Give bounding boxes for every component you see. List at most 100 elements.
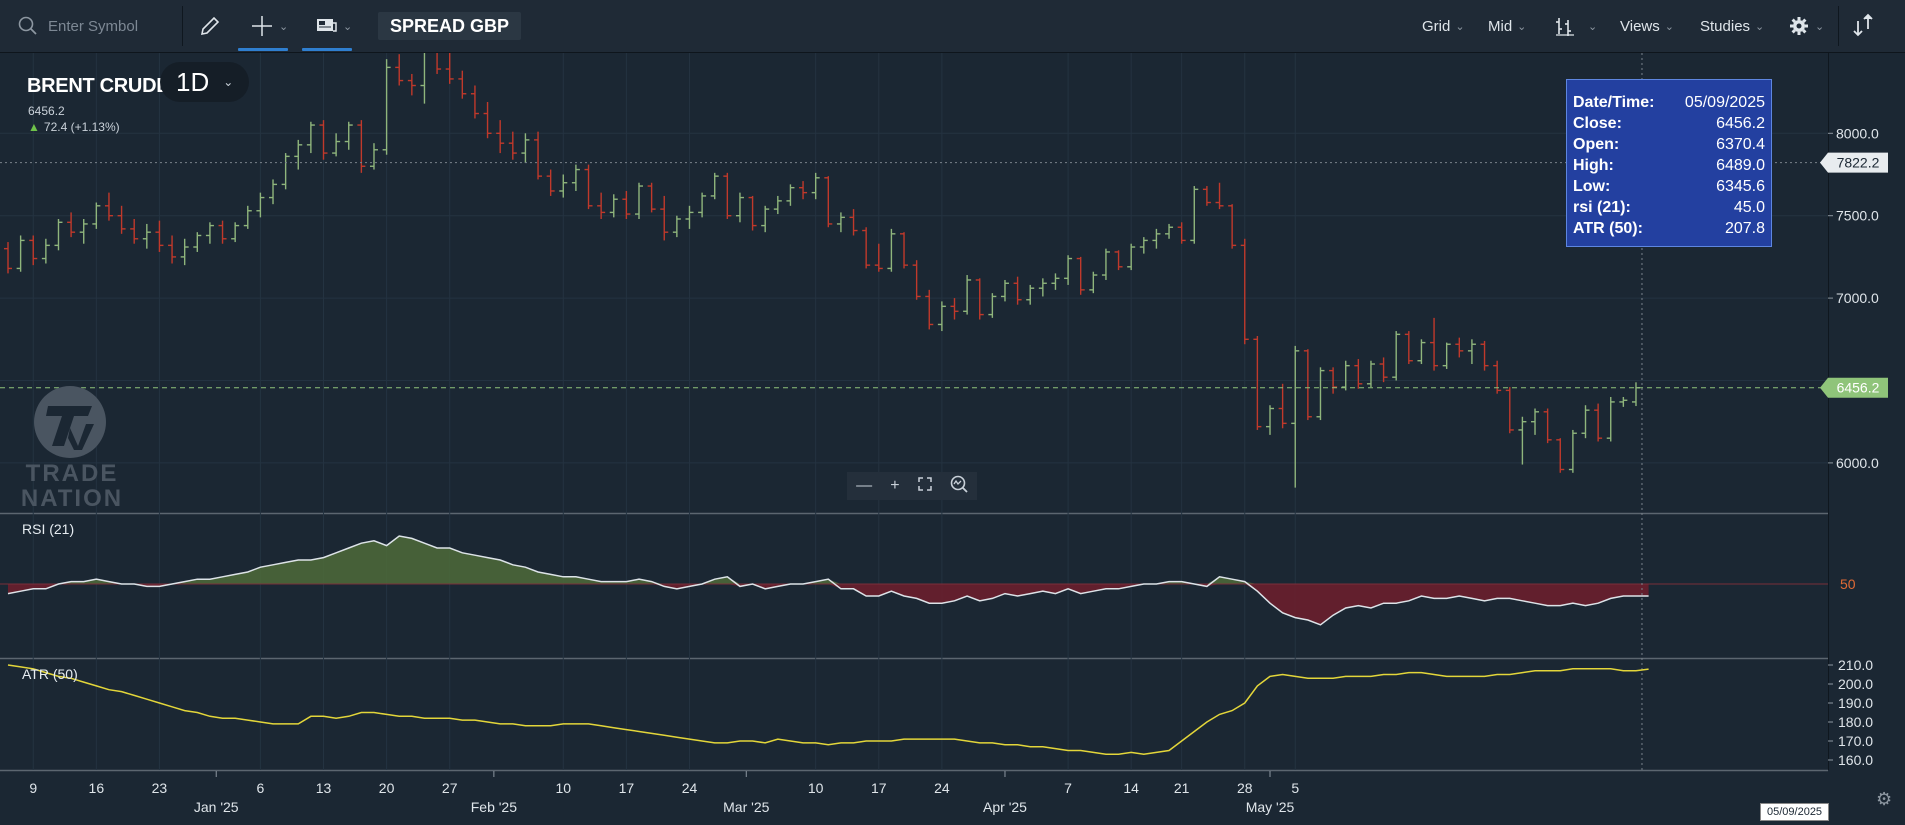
ohlc-bar xyxy=(281,153,290,190)
ohlc-bar xyxy=(710,172,719,200)
ohlc-bar xyxy=(1253,336,1262,430)
price-mode-menu[interactable]: Mid ⌄ xyxy=(1488,0,1526,52)
hover-price-tag-text: 7822.2 xyxy=(1837,155,1880,171)
atr-tick-label: 210.0 xyxy=(1838,657,1873,673)
spread-currency-badge[interactable]: SPREAD GBP xyxy=(378,12,522,40)
ohlc-bar xyxy=(180,238,189,266)
ohlc-bar xyxy=(635,182,643,219)
last-price: 6456.2 xyxy=(28,104,65,118)
views-menu[interactable]: Views ⌄ xyxy=(1620,0,1674,52)
ohlc-bar xyxy=(1114,250,1123,271)
zoom-out-button[interactable]: — xyxy=(856,477,873,494)
info-key: High: xyxy=(1573,157,1614,174)
ohlc-bar xyxy=(67,212,76,238)
chevron-down-icon: ⌄ xyxy=(1588,20,1598,33)
ohlc-bar xyxy=(1430,317,1439,371)
views-menu-label: Views xyxy=(1620,17,1660,35)
ohlc-bar xyxy=(117,205,126,234)
ohlc-bar xyxy=(1354,359,1363,389)
chevron-down-icon: ⌄ xyxy=(1815,20,1825,33)
ohlc-bar xyxy=(521,133,530,163)
ohlc-bar xyxy=(1266,405,1274,435)
chevron-down-icon: ⌄ xyxy=(1455,20,1465,33)
bar-chart-type-icon xyxy=(1556,18,1574,36)
search-icon xyxy=(18,16,37,35)
ohlc-bar xyxy=(1000,279,1009,302)
ohlc-bar xyxy=(1076,256,1085,295)
chevron-down-icon: ⌄ xyxy=(1517,20,1527,33)
price-change: ▲ 72.4 (+1.13%) xyxy=(28,120,120,134)
ohlc-bar xyxy=(458,70,467,99)
info-key: Close: xyxy=(1573,115,1622,132)
info-row: Close: 6456.2 xyxy=(1573,113,1765,134)
zoom-in-button[interactable]: + xyxy=(890,477,900,494)
ohlc-bar xyxy=(470,85,479,119)
magnify-chart-icon xyxy=(950,475,968,493)
atr-tick-label: 170.0 xyxy=(1838,733,1873,749)
logo-text-line2: NATION xyxy=(21,485,123,510)
x-day-label: 5 xyxy=(1291,780,1299,796)
auto-scale-button[interactable] xyxy=(950,475,968,498)
ohlc-bar xyxy=(369,143,378,170)
price-tick-label: 7500.0 xyxy=(1836,208,1879,224)
chevron-down-icon: ⌄ xyxy=(343,20,353,33)
x-day-label: 9 xyxy=(29,780,37,796)
x-day-label: 24 xyxy=(682,780,698,796)
studies-menu[interactable]: Studies ⌄ xyxy=(1700,0,1764,52)
ohlc-bar xyxy=(294,139,303,170)
ohlc-bar xyxy=(1303,349,1312,421)
chevron-down-icon: ⌄ xyxy=(1664,20,1674,33)
ohlc-bar xyxy=(1531,408,1540,435)
news-tool-button[interactable]: ⌄ xyxy=(314,0,352,52)
ohlc-bar xyxy=(1127,243,1136,271)
ohlc-bar xyxy=(799,181,808,200)
ohlc-bar xyxy=(647,182,656,213)
ohlc-bar xyxy=(1190,186,1199,244)
x-month-label: Apr '25 xyxy=(983,799,1027,815)
top-toolbar: Enter Symbol ⌄ ⌄ SPREAD GBP Grid ⌄ Mid ⌄ ⌄… xyxy=(0,0,1905,53)
ohlc-bar xyxy=(1493,360,1502,394)
settings-menu[interactable]: ⌄ xyxy=(1788,0,1824,52)
ohlc-bar xyxy=(597,192,606,219)
rsi-level-label: 50 xyxy=(1840,576,1856,592)
ohlc-bar xyxy=(4,242,12,274)
x-day-label: 10 xyxy=(555,780,571,796)
info-value: 6489.0 xyxy=(1716,157,1765,174)
ohlc-bar xyxy=(1455,337,1464,358)
ohlc-bar xyxy=(344,121,353,150)
chart-type-menu[interactable]: ⌄ xyxy=(1554,0,1597,52)
timeframe-selector[interactable]: 1D ⌄ xyxy=(160,62,250,102)
rsi-fill xyxy=(0,536,1828,625)
ohlc-bar xyxy=(205,222,214,244)
x-day-label: 6 xyxy=(257,780,265,796)
draw-tool-button[interactable] xyxy=(198,0,222,52)
arrow-up-icon: ▲ xyxy=(28,120,40,134)
x-day-label: 7 xyxy=(1064,780,1072,796)
ohlc-bar xyxy=(786,184,795,206)
x-month-label: May '25 xyxy=(1246,799,1295,815)
ohlc-bar xyxy=(496,120,505,154)
rsi-overbought-fill xyxy=(8,536,1649,584)
ohlc-bar xyxy=(1316,367,1325,421)
ohlc-bar xyxy=(395,54,404,86)
ohlc-bar xyxy=(407,73,416,96)
export-button[interactable] xyxy=(1850,0,1880,52)
fit-screen-button[interactable] xyxy=(917,476,932,496)
crosshair-tool-button[interactable]: ⌄ xyxy=(250,0,288,52)
ohlc-bar xyxy=(672,215,681,238)
grid-menu[interactable]: Grid ⌄ xyxy=(1422,0,1465,52)
rsi-line xyxy=(7,535,1649,626)
ohlc-bar xyxy=(1291,345,1300,488)
ohlc-bar xyxy=(1139,237,1148,254)
ohlc-bar xyxy=(1594,403,1603,442)
ohlc-bar xyxy=(41,238,50,264)
x-day-label: 17 xyxy=(619,780,635,796)
export-arrows-icon xyxy=(1853,13,1873,37)
symbol-search-input[interactable]: Enter Symbol xyxy=(18,0,178,52)
search-placeholder: Enter Symbol xyxy=(48,17,139,35)
x-day-label: 24 xyxy=(934,780,950,796)
logo-text-line1: TRADE xyxy=(26,460,119,487)
ohlc-bar xyxy=(1606,396,1615,442)
ohlc-bar xyxy=(1480,340,1489,371)
chevron-down-icon: ⌄ xyxy=(279,20,289,33)
